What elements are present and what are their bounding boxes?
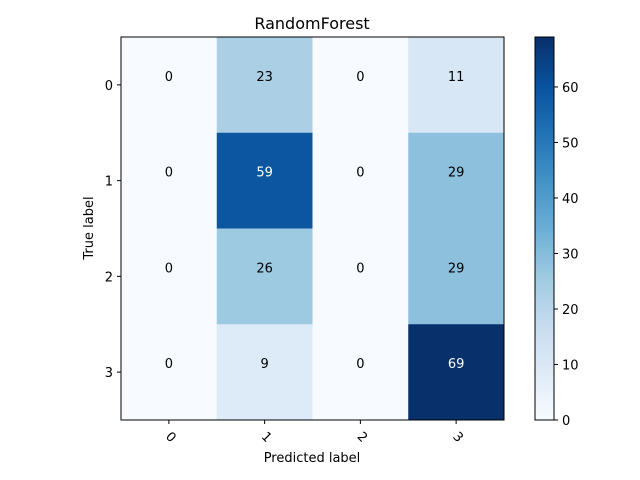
cell-value-label: 26 (256, 261, 273, 276)
heatmap-cell (121, 228, 218, 325)
y-axis-ticks: 0 1 2 3 (105, 79, 121, 381)
x-tick-label: 0 (162, 429, 178, 445)
x-tick-label: 1 (258, 429, 274, 445)
x-tick-label: 2 (354, 429, 370, 445)
colorbar-tick-label: 50 (562, 136, 579, 151)
heatmap-cell (216, 37, 313, 134)
cell-value-label: 9 (260, 357, 268, 372)
colorbar-tick-label: 30 (562, 247, 579, 262)
cell-value-label: 0 (356, 70, 364, 85)
cell-value-label: 0 (356, 357, 364, 372)
cell-value-label: 0 (165, 70, 173, 85)
y-tick-label: 2 (105, 270, 113, 285)
heatmap-cell (408, 132, 505, 229)
heatmap-cell (121, 132, 218, 229)
heatmap-cell (408, 228, 505, 325)
cell-value-label: 69 (448, 357, 465, 372)
cell-value-label: 29 (448, 261, 465, 276)
y-axis-label: True label (82, 196, 97, 260)
heatmap-cell (216, 132, 313, 229)
colorbar-tick-label: 40 (562, 192, 579, 207)
heatmap-cell (312, 37, 409, 134)
heatmap-cell-labels: 0 23 0 11 0 59 0 29 0 26 0 29 0 9 0 69 (165, 70, 465, 372)
cell-value-label: 29 (448, 166, 465, 181)
x-axis-label: Predicted label (264, 451, 361, 466)
cell-value-label: 23 (256, 70, 273, 85)
cell-value-label: 59 (256, 166, 273, 181)
cell-value-label: 0 (165, 357, 173, 372)
y-tick-label: 3 (105, 366, 113, 381)
heatmap-cell (408, 324, 505, 421)
heatmap-cell (408, 37, 505, 134)
cell-value-label: 0 (165, 166, 173, 181)
heatmap-cell (312, 324, 409, 421)
x-tick-label: 3 (449, 429, 465, 445)
heatmap-cell (121, 37, 218, 134)
plot-frame (120, 36, 505, 421)
colorbar-tick-label: 60 (562, 81, 579, 96)
cell-value-label: 0 (356, 166, 364, 181)
heatmap-cell (312, 228, 409, 325)
x-axis-ticks: 0 1 2 3 (162, 420, 466, 446)
colorbar-tick-label: 20 (562, 303, 579, 318)
cell-value-label: 0 (356, 261, 364, 276)
y-tick-label: 1 (105, 175, 113, 190)
colorbar-ticks: 0 10 20 30 40 50 60 (554, 81, 579, 429)
heatmap-cell (312, 132, 409, 229)
colorbar (534, 36, 555, 421)
colorbar-tick-label: 10 (562, 358, 579, 373)
chart-title: RandomForest (254, 14, 369, 33)
heatmap-cell (216, 324, 313, 421)
heatmap-cell (121, 324, 218, 421)
heatmap-cell (216, 228, 313, 325)
y-tick-label: 0 (105, 79, 113, 94)
cell-value-label: 11 (448, 70, 465, 85)
heatmap-cells (121, 37, 505, 421)
cell-value-label: 0 (165, 261, 173, 276)
colorbar-tick-label: 0 (562, 414, 570, 429)
